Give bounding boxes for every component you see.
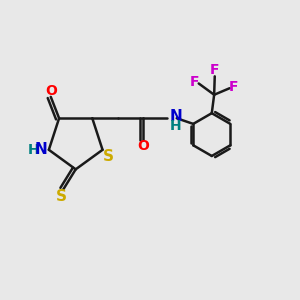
Text: S: S [56, 189, 67, 204]
Text: N: N [169, 109, 182, 124]
Text: S: S [103, 149, 114, 164]
Text: O: O [45, 85, 57, 98]
Text: N: N [34, 142, 47, 157]
Text: F: F [229, 80, 238, 94]
Text: H: H [169, 119, 181, 133]
Text: O: O [137, 139, 149, 153]
Text: F: F [190, 75, 199, 89]
Text: F: F [210, 63, 220, 77]
Text: H: H [28, 143, 39, 157]
